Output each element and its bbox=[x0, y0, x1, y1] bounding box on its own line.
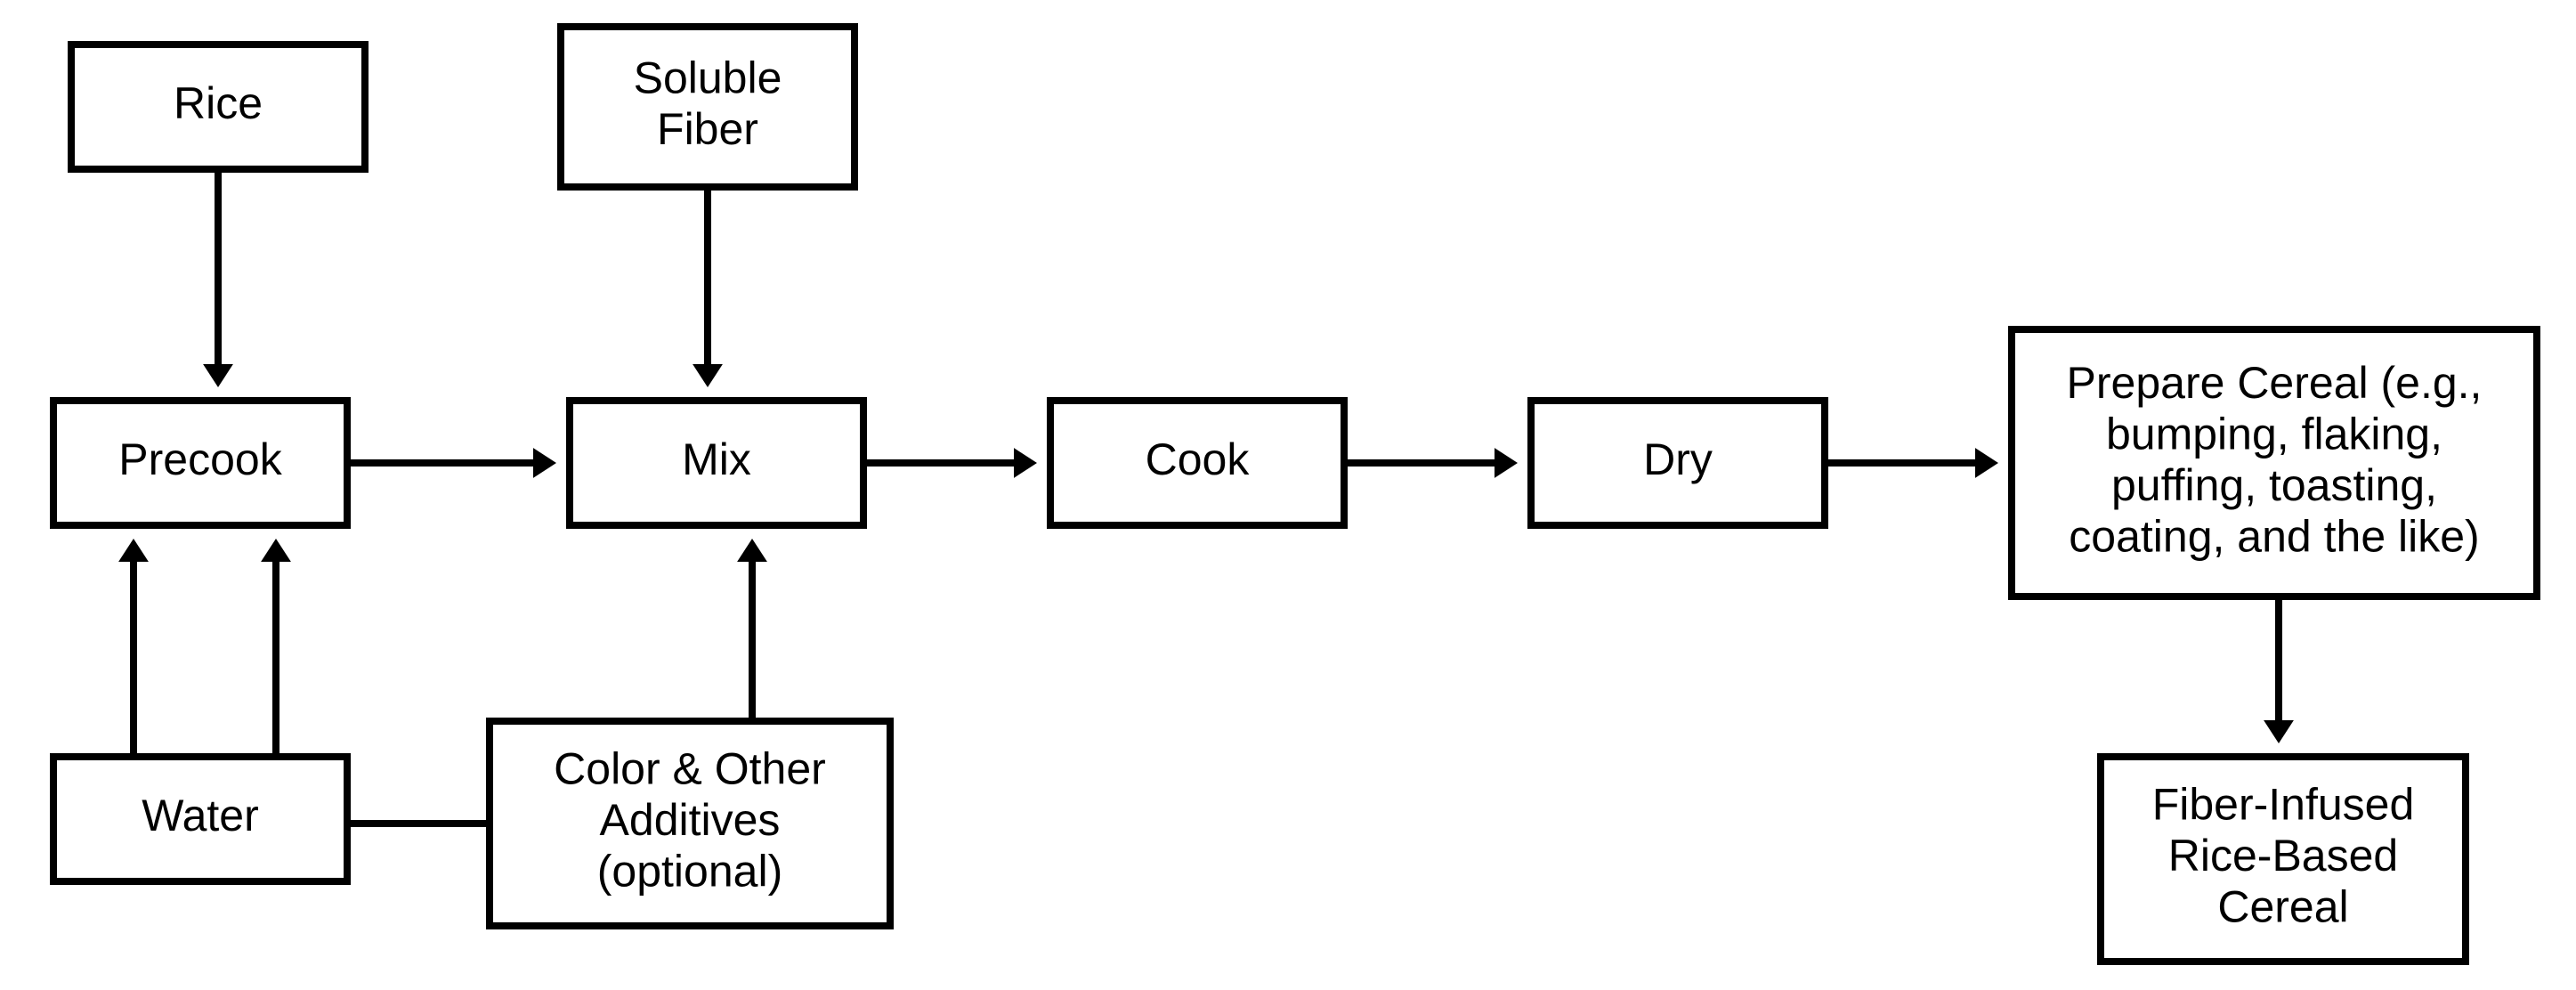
node-output: Fiber-InfusedRice-BasedCereal bbox=[2101, 757, 2466, 962]
node-soluble-label-line-1: Fiber bbox=[657, 104, 758, 154]
node-mix-label-line-0: Mix bbox=[682, 434, 751, 484]
edge-mix-to-cook bbox=[863, 448, 1037, 478]
edge-soluble-to-mix bbox=[693, 187, 723, 387]
flowchart-diagram: Rice SolubleFiber Precook Mix Cook Dry Prepare… bbox=[0, 0, 2576, 990]
node-rice-label-line-0: Rice bbox=[174, 78, 263, 128]
node-prepare-label-line-0: Prepare Cereal (e.g., bbox=[2067, 358, 2483, 408]
edge-precook-to-mix bbox=[347, 448, 556, 478]
edge-additives-to-mix bbox=[737, 539, 767, 721]
node-precook-label-line-0: Precook bbox=[118, 434, 282, 484]
node-prepare: Prepare Cereal (e.g.,bumping, flaking,pu… bbox=[2012, 329, 2537, 596]
node-additives-label-line-1: Additives bbox=[600, 795, 781, 845]
node-prepare-label-line-1: bumping, flaking, bbox=[2106, 409, 2442, 458]
node-additives-label-line-0: Color & Other bbox=[554, 744, 826, 794]
node-mix: Mix bbox=[570, 401, 863, 525]
node-dry: Dry bbox=[1531, 401, 1825, 525]
node-additives-label-line-2: (optional) bbox=[597, 847, 782, 897]
node-output-label-line-2: Cereal bbox=[2217, 882, 2348, 932]
edge-prepare-to-output bbox=[2264, 596, 2294, 743]
node-soluble-label-line-0: Soluble bbox=[634, 53, 782, 102]
node-output-label-line-0: Fiber-Infused bbox=[2152, 780, 2415, 830]
node-soluble: SolubleFiber bbox=[561, 27, 855, 187]
node-water: Water bbox=[53, 757, 347, 881]
node-dry-label-line-0: Dry bbox=[1643, 434, 1713, 484]
node-additives: Color & OtherAdditives(optional) bbox=[490, 721, 890, 926]
edge-rice-to-precook bbox=[203, 169, 233, 387]
node-precook: Precook bbox=[53, 401, 347, 525]
node-rice: Rice bbox=[71, 45, 365, 169]
edge-dry-to-prepare bbox=[1825, 448, 1998, 478]
node-output-label-line-1: Rice-Based bbox=[2168, 831, 2398, 880]
node-cook-label-line-0: Cook bbox=[1146, 434, 1251, 484]
edge-cook-to-dry bbox=[1344, 448, 1518, 478]
node-water-label-line-0: Water bbox=[142, 791, 259, 840]
edge-water-to-precook bbox=[118, 539, 149, 757]
node-prepare-label-line-2: puffing, toasting, bbox=[2111, 460, 2437, 510]
node-cook: Cook bbox=[1050, 401, 1344, 525]
node-prepare-label-line-3: coating, and the like) bbox=[2069, 511, 2479, 561]
